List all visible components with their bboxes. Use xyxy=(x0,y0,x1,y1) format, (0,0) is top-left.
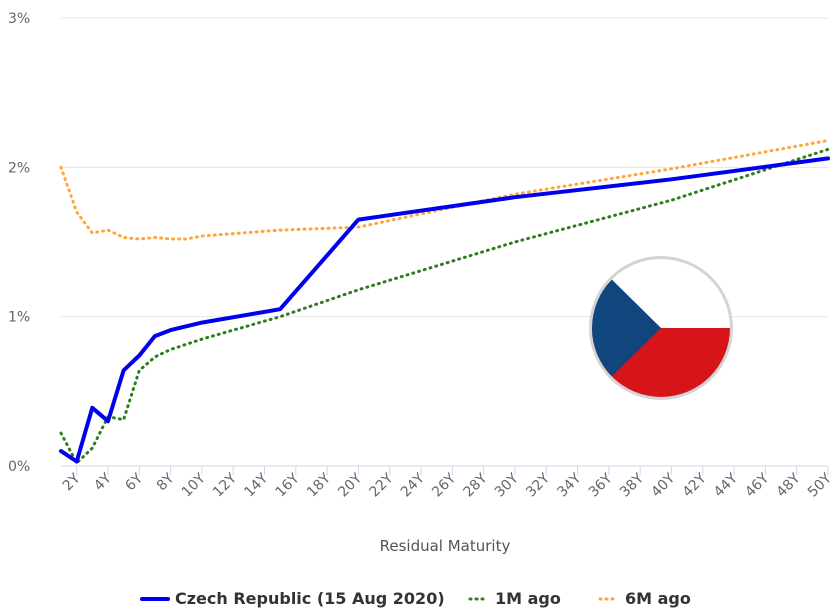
x-tick-label: 28Y xyxy=(460,470,490,500)
y-tick-label: 0% xyxy=(8,459,30,475)
y-tick-label: 1% xyxy=(8,310,30,326)
x-axis: 2Y 4Y 6Y 8Y 10Y 12Y 14Y 16Y 18Y 20Y 22Y 24Y 26Y 28Y 30… xyxy=(60,466,833,500)
series-line-2 xyxy=(59,139,830,241)
x-tick-label: 50Y xyxy=(805,470,833,500)
x-tick-label: 30Y xyxy=(492,470,522,500)
x-tick-label: 42Y xyxy=(680,470,710,500)
series-line-0 xyxy=(59,156,830,464)
series-group xyxy=(59,139,830,465)
x-tick-label: 10Y xyxy=(179,470,209,500)
x-tick-label: 44Y xyxy=(711,470,741,500)
x-tick-label: 46Y xyxy=(742,470,772,500)
x-tick-label: 6Y xyxy=(122,470,146,494)
legend-label: 6M ago xyxy=(625,589,691,608)
x-tick-label: 8Y xyxy=(154,470,178,494)
x-tick-label: 20Y xyxy=(335,470,365,500)
x-tick-label: 14Y xyxy=(241,470,271,500)
legend: Czech Republic (15 Aug 2020) 1M ago 6M ago xyxy=(140,589,691,608)
x-tick-label: 34Y xyxy=(554,470,584,500)
x-tick-label: 16Y xyxy=(273,470,303,500)
gridlines xyxy=(61,17,828,467)
czech-flag-icon xyxy=(589,256,733,400)
legend-label: Czech Republic (15 Aug 2020) xyxy=(175,589,445,608)
x-tick-label: 36Y xyxy=(586,470,616,500)
x-tick-label: 18Y xyxy=(304,470,334,500)
y-axis-ticks: 0% 1% 2% 3% xyxy=(8,11,30,475)
x-tick-label: 32Y xyxy=(523,470,553,500)
x-tick-label: 48Y xyxy=(774,470,804,500)
x-tick-label: 40Y xyxy=(648,470,678,500)
x-tick-label: 2Y xyxy=(60,470,84,494)
x-tick-label: 22Y xyxy=(367,470,397,500)
x-tick-label: 4Y xyxy=(91,470,115,494)
x-tick-label: 38Y xyxy=(617,470,647,500)
x-tick-label: 24Y xyxy=(398,470,428,500)
x-axis-title: Residual Maturity xyxy=(380,537,511,555)
legend-label: 1M ago xyxy=(495,589,561,608)
x-tick-label: 26Y xyxy=(429,470,459,500)
series-line-1 xyxy=(59,147,830,465)
y-tick-label: 2% xyxy=(8,160,30,176)
x-tick-label: 12Y xyxy=(210,470,240,500)
y-tick-label: 3% xyxy=(8,11,30,27)
